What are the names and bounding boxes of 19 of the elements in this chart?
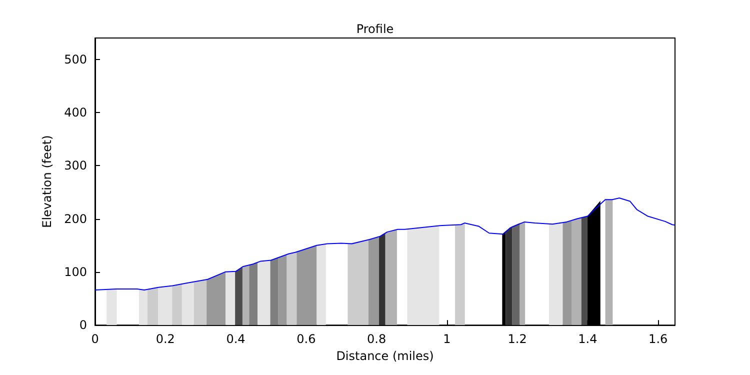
chart-title: Profile: [356, 22, 394, 36]
y-tick-label: 0: [79, 318, 87, 332]
x-tick-label: 0.2: [156, 332, 175, 346]
y-tick-label: 200: [64, 212, 87, 226]
x-tick-label: 0.4: [226, 332, 246, 346]
x-tick-label: 0.8: [367, 332, 386, 346]
x-axis-title: Distance (miles): [336, 349, 434, 363]
x-tick-label: 1.4: [578, 332, 598, 346]
y-tick-label: 500: [64, 52, 87, 66]
line-series: [94, 198, 676, 291]
x-tick-label: 0: [91, 332, 99, 346]
y-tick-label: 400: [64, 105, 87, 120]
x-tick-label: 0.6: [296, 332, 316, 346]
x-tick-label: 1.6: [648, 332, 668, 346]
x-tick-label: 1.2: [508, 332, 527, 346]
y-tick-label: 100: [64, 264, 87, 279]
y-axis-title: Elevation (feet): [40, 135, 54, 228]
y-tick-label: 300: [64, 158, 87, 173]
x-tick-label: 1: [443, 332, 451, 346]
